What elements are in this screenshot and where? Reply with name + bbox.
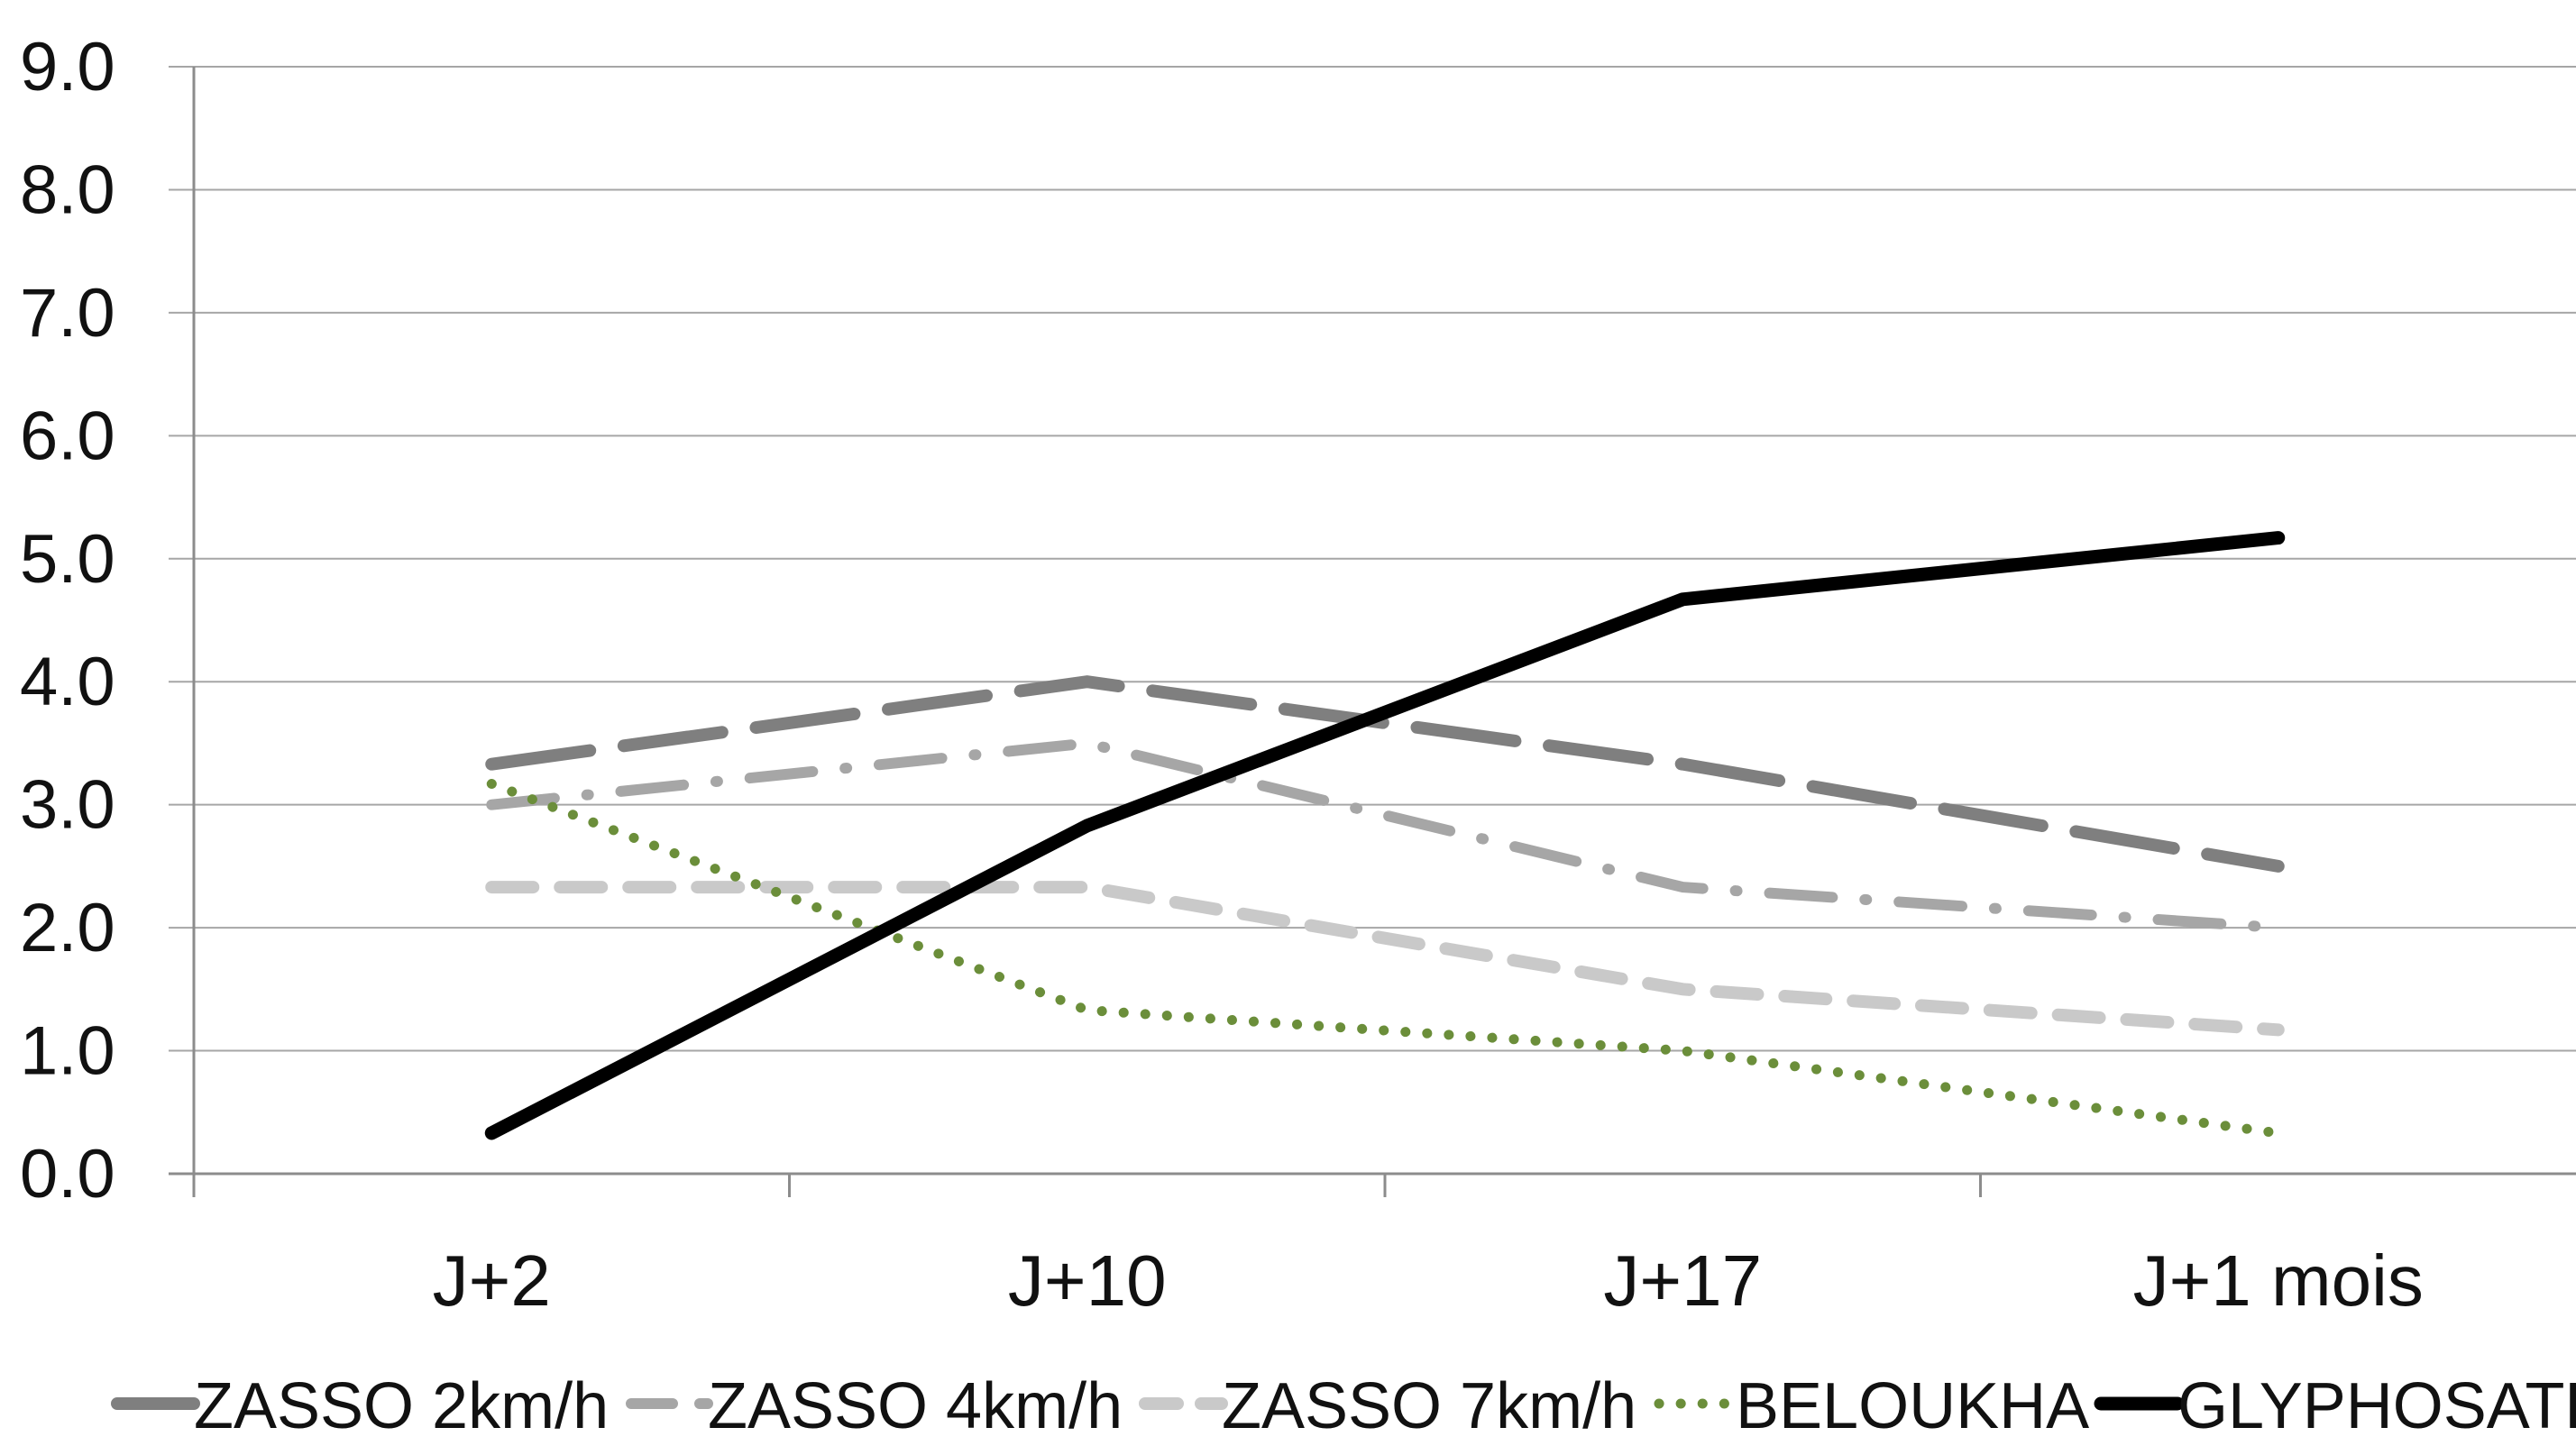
y-axis-tick-labels: 0.0 1.0 2.0 3.0 4.0 5.0 6.0 7.0 8.0 9.0 [20,29,115,1212]
y-tick-label: 0.0 [20,1136,115,1212]
y-tick-label: 4.0 [20,644,115,720]
y-tick-label: 9.0 [20,29,115,105]
legend-label: BELOUKHA [1736,1370,2089,1442]
y-tick-label: 3.0 [20,767,115,844]
x-tick-label: J+1 mois [2133,1240,2424,1321]
gridlines [169,66,2576,1052]
x-tick-label: J+17 [1603,1240,1762,1321]
x-tick-label: J+2 [433,1240,551,1321]
legend-label: GLYPHOSATE [2177,1370,2576,1442]
y-tick-label: 2.0 [20,890,115,966]
x-axis-tick-labels: J+2 J+10 J+17 J+1 mois [433,1240,2424,1321]
y-tick-label: 6.0 [20,398,115,474]
y-tick-label: 1.0 [20,1013,115,1090]
series-line-zasso-4km-h [486,737,2284,934]
legend: ZASSO 2km/h ZASSO 4km/h ZASSO 7km/h BELOUKH… [111,1370,2576,1442]
series-line-beloukha [486,778,2284,1139]
y-tick-label: 5.0 [20,521,115,598]
y-tick-label: 8.0 [20,151,115,228]
series-lines [484,531,2286,1140]
series-line-zasso-2km-h [485,675,2285,873]
series-line-zasso-7km-h [485,881,2285,1037]
legend-label: ZASSO 7km/h [1222,1370,1636,1442]
legend-label: ZASSO 4km/h [708,1370,1123,1442]
legend-label: ZASSO 2km/h [194,1370,609,1442]
series-line-glyphosate [484,531,2286,1140]
axes [169,67,2576,1197]
x-tick-label: J+10 [1008,1240,1167,1321]
y-tick-label: 7.0 [20,275,115,352]
